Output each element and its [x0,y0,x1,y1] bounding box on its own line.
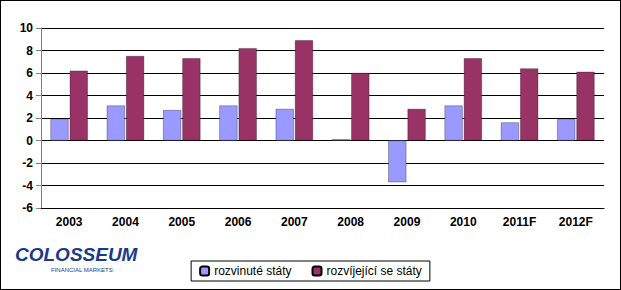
svg-text:8: 8 [26,44,33,58]
svg-text:-6: -6 [22,201,33,215]
svg-text:2009: 2009 [394,215,421,229]
svg-text:0: 0 [26,134,33,148]
svg-text:2012F: 2012F [559,215,593,229]
svg-text:6: 6 [26,66,33,80]
svg-text:-2: -2 [22,156,33,170]
svg-text:2006: 2006 [225,215,252,229]
svg-text:10: 10 [20,21,34,35]
svg-text:FINANCIAL MARKETS: FINANCIAL MARKETS [51,267,113,273]
svg-text:2010: 2010 [450,215,477,229]
svg-text:2004: 2004 [112,215,139,229]
svg-text:rozvíjející se státy: rozvíjející se státy [327,264,422,278]
svg-text:2007: 2007 [281,215,308,229]
svg-text:2005: 2005 [168,215,195,229]
svg-text:2: 2 [26,111,33,125]
svg-text:4: 4 [26,89,33,103]
svg-text:2011F: 2011F [503,215,536,229]
svg-text:rozvinuté státy: rozvinuté státy [214,264,291,278]
svg-text:2003: 2003 [56,215,83,229]
svg-text:-4: -4 [22,179,33,193]
svg-text:2008: 2008 [337,215,364,229]
svg-text:COLOSSEUM: COLOSSEUM [15,244,139,265]
